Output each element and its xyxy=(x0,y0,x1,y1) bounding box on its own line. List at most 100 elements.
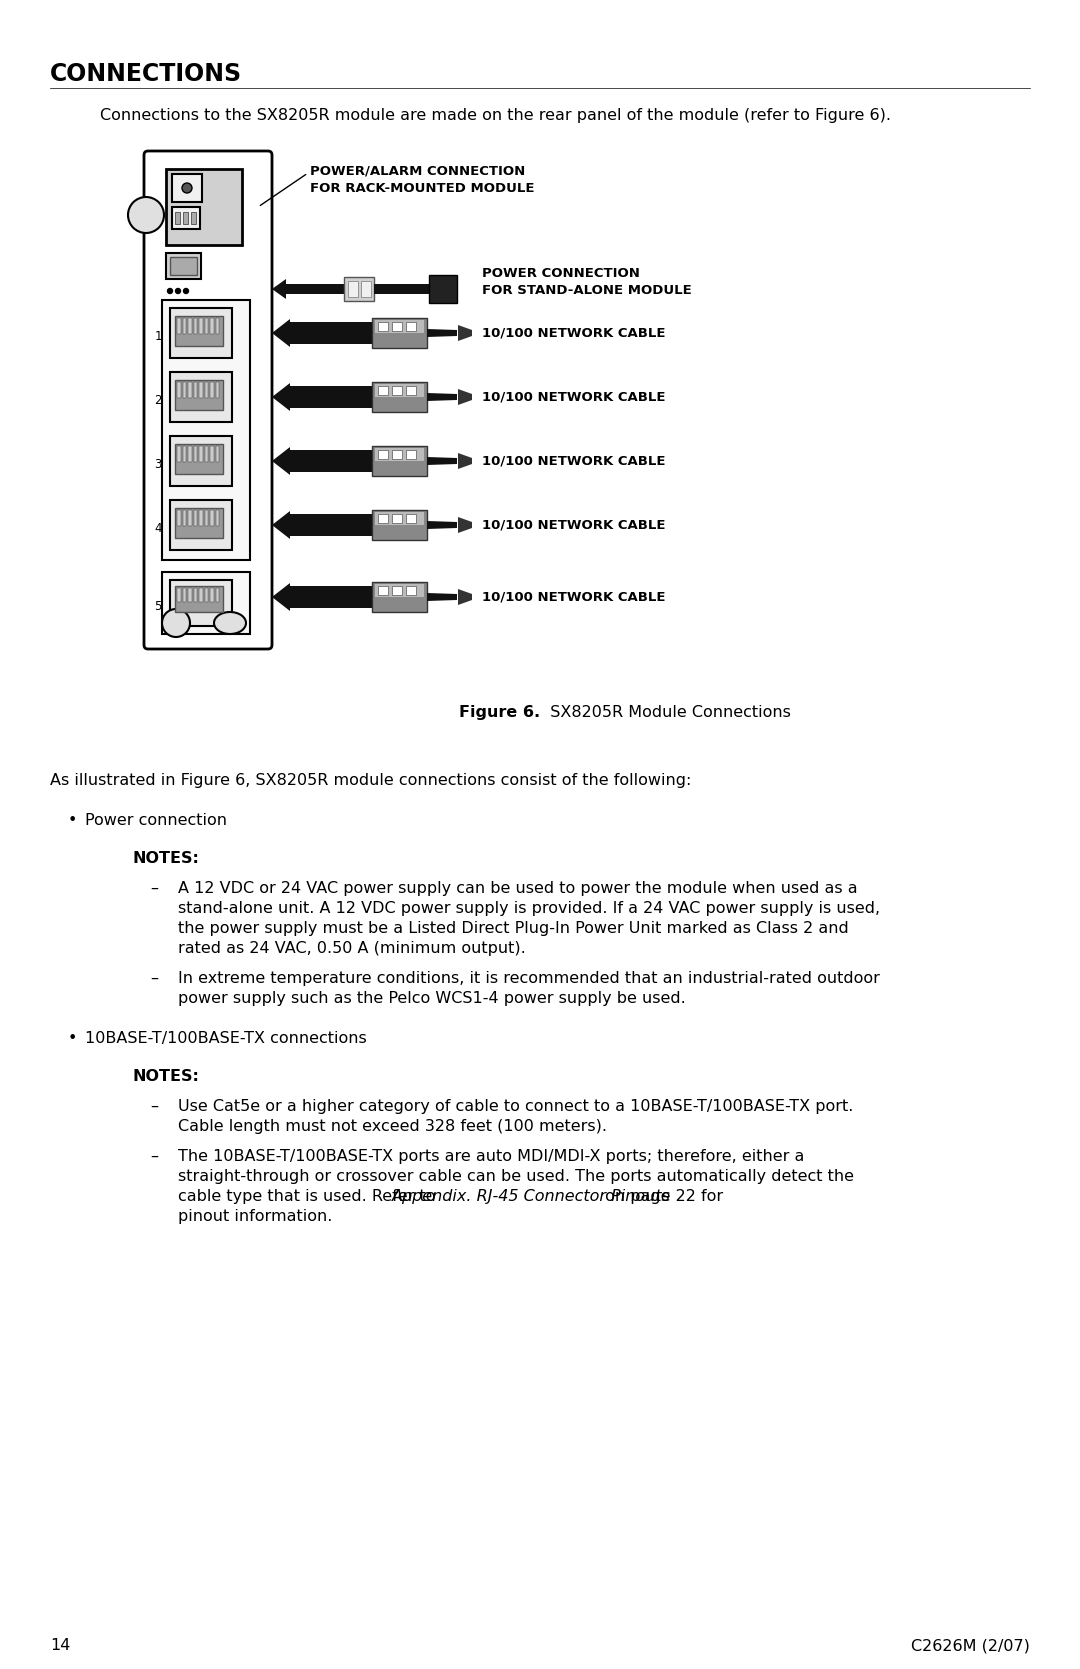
Bar xyxy=(406,322,416,330)
Polygon shape xyxy=(427,521,457,529)
Bar xyxy=(378,451,388,459)
Bar xyxy=(216,587,219,603)
Bar xyxy=(216,446,219,462)
Polygon shape xyxy=(458,325,472,340)
Bar xyxy=(392,586,402,596)
Bar xyxy=(188,382,191,397)
Bar xyxy=(284,284,345,294)
Text: –: – xyxy=(150,971,158,986)
Bar xyxy=(199,446,203,462)
Text: Connections to the SX8205R module are made on the rear panel of the module (refe: Connections to the SX8205R module are ma… xyxy=(100,108,891,124)
Text: 10/100 NETWORK CABLE: 10/100 NETWORK CABLE xyxy=(482,391,665,402)
Text: 5: 5 xyxy=(154,599,162,613)
Bar xyxy=(372,382,427,412)
Bar xyxy=(372,446,427,476)
Bar xyxy=(372,511,427,541)
Bar xyxy=(199,382,203,397)
Bar xyxy=(345,277,374,300)
Bar xyxy=(348,280,357,297)
Text: straight-through or crossover cable can be used. The ports automatically detect : straight-through or crossover cable can … xyxy=(178,1168,854,1183)
Bar xyxy=(183,587,186,603)
Text: Figure 6.: Figure 6. xyxy=(459,704,540,719)
Circle shape xyxy=(162,609,190,638)
Ellipse shape xyxy=(214,613,246,634)
Bar xyxy=(188,587,191,603)
Text: power supply such as the Pelco WCS1-4 power supply be used.: power supply such as the Pelco WCS1-4 po… xyxy=(178,991,686,1006)
Bar xyxy=(210,382,214,397)
Bar xyxy=(361,280,372,297)
Circle shape xyxy=(183,184,192,194)
Bar xyxy=(392,451,402,459)
Text: –: – xyxy=(150,881,158,896)
Bar xyxy=(170,501,232,551)
Bar xyxy=(204,319,208,334)
Bar xyxy=(188,511,191,526)
Text: As illustrated in Figure 6, SX8205R module connections consist of the following:: As illustrated in Figure 6, SX8205R modu… xyxy=(50,773,691,788)
Bar xyxy=(406,586,416,596)
Bar xyxy=(183,212,188,224)
Text: 10/100 NETWORK CABLE: 10/100 NETWORK CABLE xyxy=(482,517,665,531)
Polygon shape xyxy=(458,517,472,532)
Bar xyxy=(193,511,197,526)
Bar xyxy=(175,507,222,537)
Bar xyxy=(406,451,416,459)
Text: 1: 1 xyxy=(154,329,162,342)
Bar xyxy=(288,514,388,536)
Bar xyxy=(166,254,201,279)
Bar xyxy=(199,511,203,526)
Bar xyxy=(183,319,186,334)
Bar xyxy=(210,587,214,603)
Bar xyxy=(372,319,427,349)
Bar xyxy=(375,320,424,334)
Bar xyxy=(172,174,202,202)
Bar xyxy=(199,587,203,603)
Bar xyxy=(183,511,186,526)
Bar xyxy=(204,446,208,462)
Bar xyxy=(372,582,427,613)
Bar xyxy=(175,315,222,345)
Bar xyxy=(170,257,197,275)
Text: Use Cat5e or a higher category of cable to connect to a 10BASE-T/100BASE-TX port: Use Cat5e or a higher category of cable … xyxy=(178,1098,853,1113)
Bar xyxy=(375,512,424,526)
Bar xyxy=(216,319,219,334)
Polygon shape xyxy=(272,382,291,411)
Bar xyxy=(193,319,197,334)
Bar xyxy=(188,446,191,462)
Bar xyxy=(177,382,180,397)
Bar xyxy=(204,511,208,526)
Text: NOTES:: NOTES: xyxy=(132,851,199,866)
Bar xyxy=(193,446,197,462)
Text: Cable length must not exceed 328 feet (100 meters).: Cable length must not exceed 328 feet (1… xyxy=(178,1118,607,1133)
Text: •: • xyxy=(68,1031,78,1046)
Bar xyxy=(177,587,180,603)
Bar xyxy=(204,587,208,603)
Bar xyxy=(288,386,388,407)
Polygon shape xyxy=(272,511,291,539)
Polygon shape xyxy=(427,392,457,401)
Bar xyxy=(177,511,180,526)
Bar xyxy=(392,386,402,396)
Bar xyxy=(374,284,429,294)
Text: In extreme temperature conditions, it is recommended that an industrial-rated ou: In extreme temperature conditions, it is… xyxy=(178,971,880,986)
Polygon shape xyxy=(272,319,291,347)
Polygon shape xyxy=(272,582,291,611)
Text: –: – xyxy=(150,1148,158,1163)
Text: 10/100 NETWORK CABLE: 10/100 NETWORK CABLE xyxy=(482,454,665,467)
Text: stand-alone unit. A 12 VDC power supply is provided. If a 24 VAC power supply is: stand-alone unit. A 12 VDC power supply … xyxy=(178,901,880,916)
Bar xyxy=(166,169,242,245)
Text: 10/100 NETWORK CABLE: 10/100 NETWORK CABLE xyxy=(482,325,665,339)
Polygon shape xyxy=(427,457,457,466)
Text: •: • xyxy=(68,813,78,828)
FancyBboxPatch shape xyxy=(144,150,272,649)
Text: SX8205R Module Connections: SX8205R Module Connections xyxy=(540,704,791,719)
Bar xyxy=(175,381,222,411)
Bar xyxy=(204,382,208,397)
Text: A 12 VDC or 24 VAC power supply can be used to power the module when used as a: A 12 VDC or 24 VAC power supply can be u… xyxy=(178,881,858,896)
Bar xyxy=(172,207,200,229)
Bar xyxy=(378,586,388,596)
Bar xyxy=(170,372,232,422)
Bar xyxy=(375,584,424,598)
Bar xyxy=(216,511,219,526)
Bar xyxy=(170,436,232,486)
Bar xyxy=(183,382,186,397)
